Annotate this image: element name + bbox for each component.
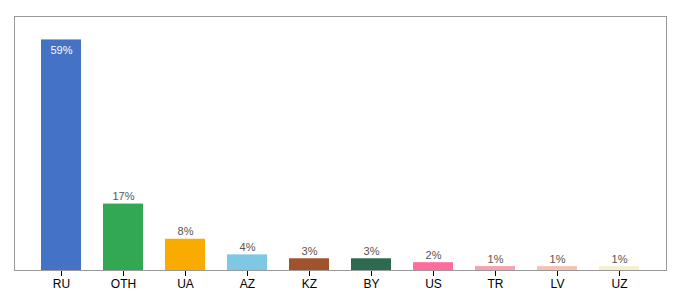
svg-text:8%: 8% xyxy=(178,225,194,237)
svg-text:LV: LV xyxy=(551,277,565,291)
svg-text:AZ: AZ xyxy=(240,277,255,291)
svg-text:OTH: OTH xyxy=(111,277,136,291)
svg-text:2%: 2% xyxy=(426,249,442,261)
svg-text:17%: 17% xyxy=(112,190,134,202)
svg-text:UA: UA xyxy=(177,277,194,291)
svg-text:BY: BY xyxy=(363,277,379,291)
svg-text:1%: 1% xyxy=(550,253,566,265)
svg-text:59%: 59% xyxy=(50,44,72,56)
svg-text:1%: 1% xyxy=(488,253,504,265)
svg-text:4%: 4% xyxy=(240,241,256,253)
svg-text:3%: 3% xyxy=(364,245,380,257)
svg-text:KZ: KZ xyxy=(302,277,317,291)
svg-text:RU: RU xyxy=(53,277,70,291)
svg-text:3%: 3% xyxy=(302,245,318,257)
svg-text:TR: TR xyxy=(488,277,504,291)
svg-text:US: US xyxy=(425,277,442,291)
svg-text:1%: 1% xyxy=(612,253,628,265)
svg-text:UZ: UZ xyxy=(612,277,628,291)
